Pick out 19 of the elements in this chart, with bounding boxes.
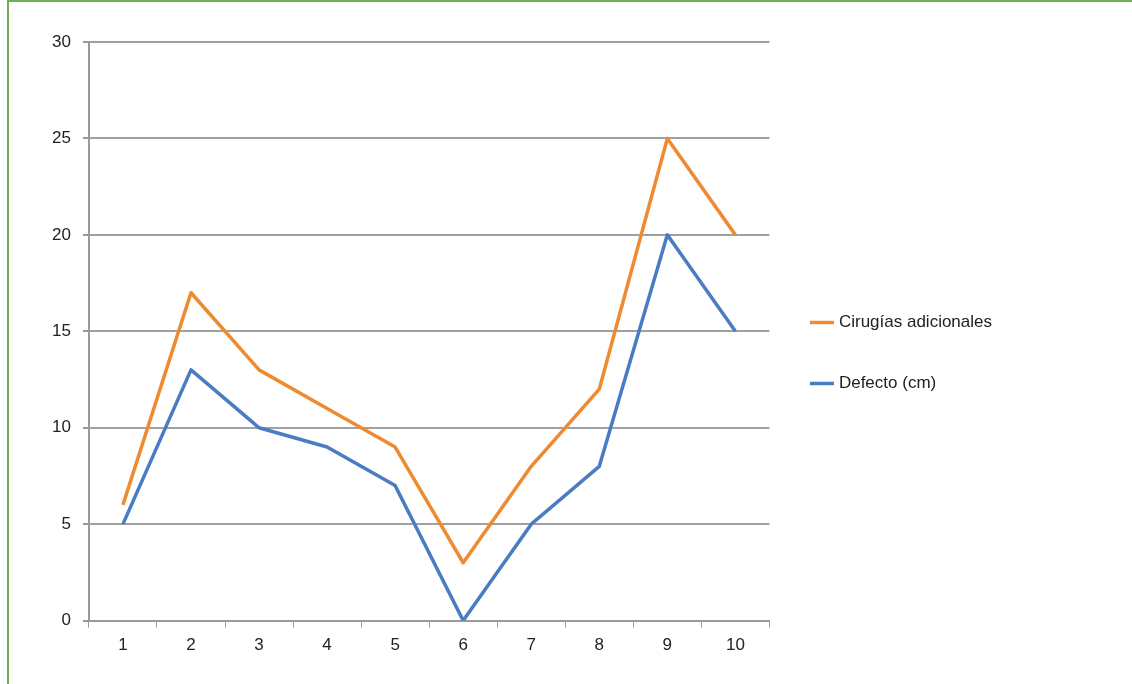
y-tick-label: 30 xyxy=(51,31,71,51)
x-tick-label: 10 xyxy=(725,635,745,655)
legend-label: Cirugías adicionales xyxy=(838,312,993,332)
y-tick-label: 25 xyxy=(51,128,71,148)
x-tick-label: 5 xyxy=(390,635,400,655)
legend-label: Defecto (cm) xyxy=(838,373,937,393)
x-tick-label: 8 xyxy=(594,635,605,655)
y-tick-label: 15 xyxy=(51,320,71,340)
x-tick-label: 2 xyxy=(186,635,196,655)
x-tick-label: 1 xyxy=(118,635,128,655)
x-tick-label: 9 xyxy=(662,635,673,655)
y-tick-label: 20 xyxy=(51,224,71,244)
x-tick-label: 6 xyxy=(458,635,468,655)
x-tick-label: 7 xyxy=(526,635,536,655)
y-tick-label: 10 xyxy=(51,417,71,437)
y-tick-label: 0 xyxy=(61,610,71,630)
y-tick-label: 5 xyxy=(61,513,71,533)
x-tick-label: 4 xyxy=(322,635,332,655)
x-tick-label: 3 xyxy=(254,635,264,655)
